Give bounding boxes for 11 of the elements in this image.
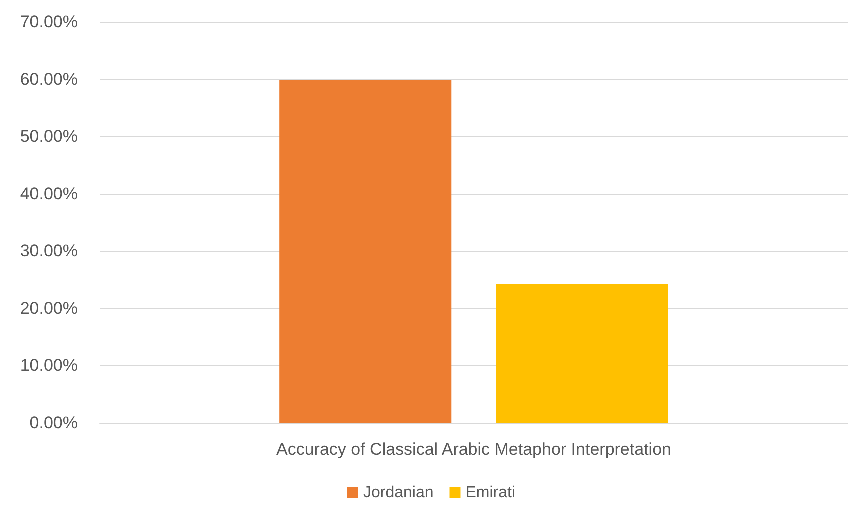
x-tick-label: Accuracy of Classical Arabic Metaphor Interpretation (276, 440, 672, 459)
y-tick-label: 40.00% (20, 184, 78, 204)
y-tick-label: 0.00% (30, 414, 78, 432)
y-tick-label: 60.00% (20, 70, 78, 89)
y-tick-label: 50.00% (20, 127, 78, 146)
legend-label: Emirati (466, 484, 516, 502)
y-tick-label: 20.00% (20, 298, 78, 318)
y-tick-label: 70.00% (20, 12, 78, 32)
y-tick-label: 10.00% (20, 356, 78, 376)
legend-label: Jordanian (363, 484, 434, 502)
y-tick-label: 30.00% (20, 242, 78, 261)
